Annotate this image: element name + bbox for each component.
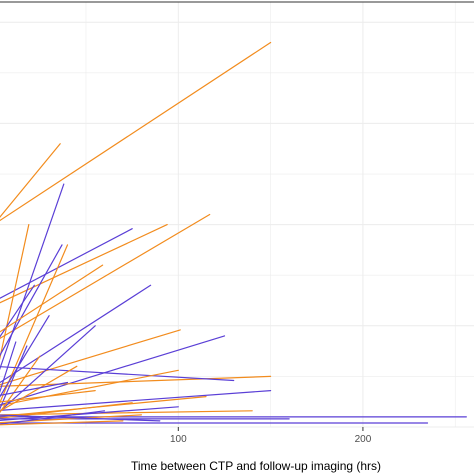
series-line-1	[0, 41, 272, 222]
series-line-33	[0, 355, 41, 414]
series-line-34	[0, 345, 28, 410]
series-line-3	[0, 143, 61, 218]
series-line-32	[0, 315, 50, 398]
series-line-10	[0, 244, 63, 357]
series-line-9	[0, 224, 30, 361]
series-line-11	[0, 284, 35, 338]
series-line-21	[0, 390, 272, 411]
x-tick-label: 200	[355, 434, 372, 445]
series-line-16	[0, 335, 226, 406]
grid-lines	[0, 2, 474, 428]
series-line-6	[0, 224, 168, 304]
series-line-31	[0, 365, 78, 412]
series-line-36	[0, 420, 124, 426]
series-line-19	[0, 369, 179, 407]
series-line-13	[0, 284, 152, 384]
series-line-18	[0, 366, 235, 382]
series-line-17	[0, 375, 272, 387]
series-line-38	[0, 390, 96, 403]
series-line-8	[0, 183, 65, 371]
x-axis-label: Time between CTP and follow-up imaging (…	[131, 459, 381, 473]
series-line-7	[0, 228, 133, 299]
x-axis-ticks: 100 200	[170, 427, 372, 445]
series-line-20	[0, 325, 96, 413]
series-line-12	[0, 264, 104, 333]
series-line-39	[0, 381, 69, 397]
series-lines	[0, 41, 467, 426]
series-line-37	[0, 414, 161, 422]
series-line-35	[0, 341, 17, 394]
series-line-5	[0, 213, 211, 339]
series-line-30	[0, 410, 106, 425]
x-tick-label: 100	[170, 434, 187, 445]
series-line-14	[0, 244, 69, 404]
